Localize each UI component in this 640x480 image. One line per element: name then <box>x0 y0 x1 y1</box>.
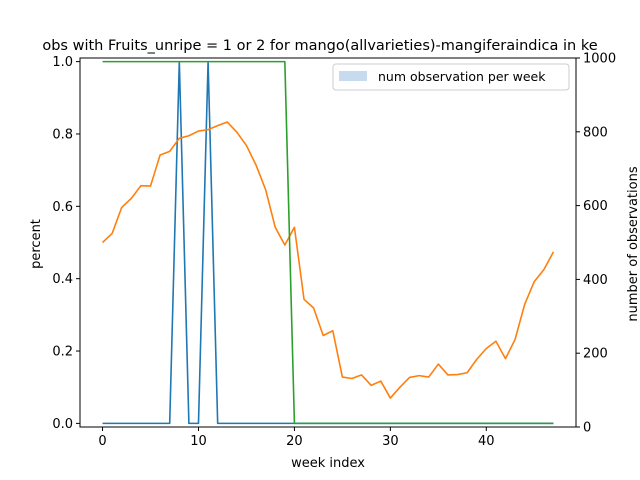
x-tick-label: 30 <box>382 434 399 449</box>
plot-frame <box>79 57 577 428</box>
x-tick-label: 20 <box>286 434 303 449</box>
x-tick-label: 10 <box>190 434 207 449</box>
legend-box <box>332 63 570 91</box>
y-axis-left: 0.0 0.2 0.4 0.6 0.8 1.0 <box>52 55 80 432</box>
y2-tick-label: 0 <box>583 421 591 436</box>
x-tick-label: 0 <box>98 434 106 449</box>
y-tick-label: 0.0 <box>52 417 73 432</box>
series-line-2 <box>102 60 554 425</box>
series-line-0 <box>102 60 554 425</box>
series-lines <box>102 60 555 425</box>
y-tick-label: 0.4 <box>52 272 73 287</box>
x-axis: 0 10 20 30 40 <box>98 427 495 449</box>
x-tick-label: 40 <box>478 434 495 449</box>
y2-tick-label: 600 <box>583 199 608 214</box>
y-tick-label: 0.8 <box>52 127 73 142</box>
y-axis-right: 0 200 400 600 800 1000 <box>576 52 616 436</box>
x-axis-label: week index <box>291 456 365 471</box>
series-line-1 <box>102 121 555 399</box>
y2-tick-label: 200 <box>583 347 608 362</box>
y-tick-label: 0.2 <box>52 345 73 360</box>
legend: num observation per week <box>332 63 570 91</box>
y2-tick-label: 1000 <box>583 52 616 67</box>
y2-tick-label: 800 <box>583 125 608 140</box>
y2-tick-label: 400 <box>583 273 608 288</box>
y-axis-label: percent <box>29 219 44 269</box>
y2-axis-label: number of observations <box>626 166 640 321</box>
legend-swatch <box>339 71 367 81</box>
y-tick-label: 1.0 <box>52 55 73 70</box>
chart-title: obs with Fruits_unripe = 1 or 2 for mang… <box>42 38 597 54</box>
y-tick-label: 0.6 <box>52 200 73 215</box>
legend-entry-0: num observation per week <box>378 69 546 84</box>
